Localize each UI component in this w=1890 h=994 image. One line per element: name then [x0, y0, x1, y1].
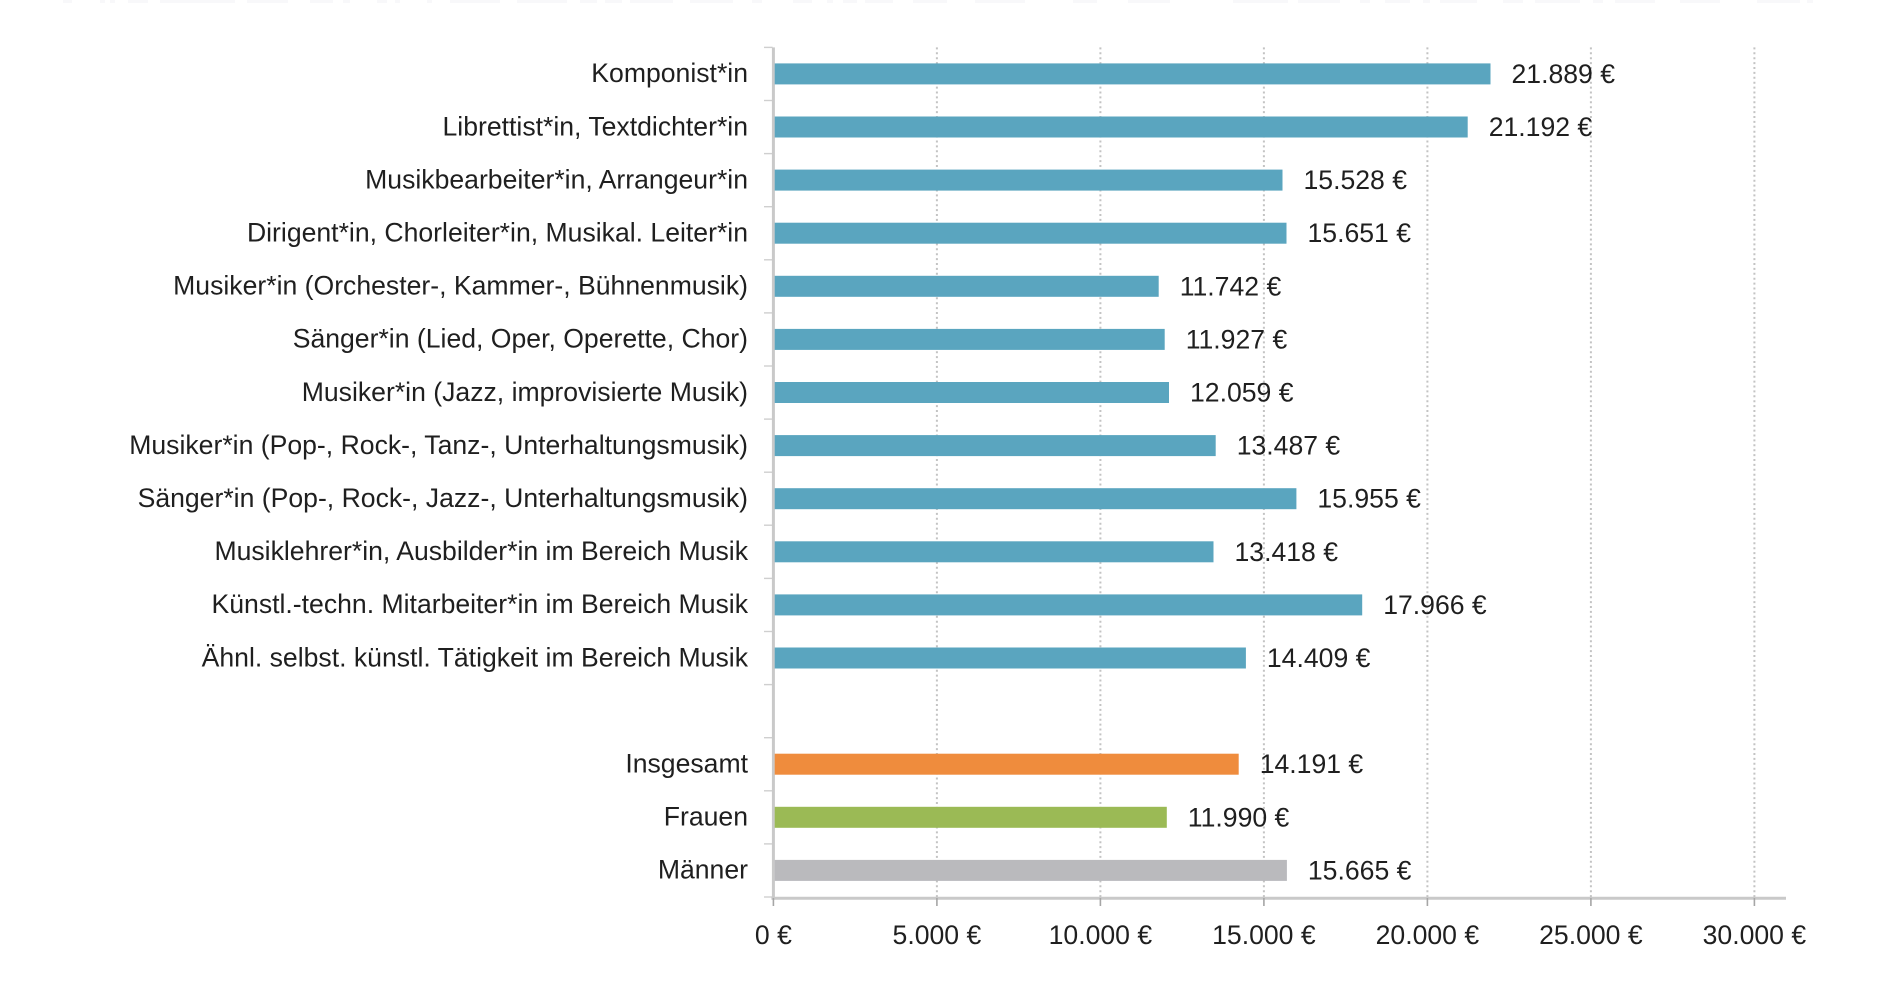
svg-text:Musiklehrer*in, Ausbilder*in i: Musiklehrer*in, Ausbilder*in im Bereich …: [214, 536, 748, 566]
svg-text:12.059 €: 12.059 €: [1190, 378, 1294, 408]
svg-text:Ähnl. selbst. künstl. Tätigkei: Ähnl. selbst. künstl. Tätigkeit im Berei…: [202, 642, 749, 672]
svg-text:Sänger*in (Pop-, Rock-, Jazz-,: Sänger*in (Pop-, Rock-, Jazz-, Unterhalt…: [138, 483, 748, 513]
svg-text:21.889 €: 21.889 €: [1512, 59, 1616, 89]
svg-text:15.955 €: 15.955 €: [1317, 484, 1421, 514]
svg-text:Komponist*in: Komponist*in: [591, 58, 748, 88]
svg-text:Musikbearbeiter*in, Arrangeur*: Musikbearbeiter*in, Arrangeur*in: [365, 164, 748, 194]
svg-text:10.000 €: 10.000 €: [1049, 920, 1153, 950]
svg-text:Librettist*in, Textdichter*in: Librettist*in, Textdichter*in: [443, 111, 749, 141]
svg-text:15.651 €: 15.651 €: [1308, 218, 1412, 248]
svg-text:Künstl.-techn. Mitarbeiter*in: Künstl.-techn. Mitarbeiter*in im Bereich…: [212, 589, 749, 619]
svg-text:17.966 €: 17.966 €: [1383, 590, 1487, 620]
svg-text:13.487 €: 13.487 €: [1237, 431, 1341, 461]
svg-text:Männer: Männer: [658, 855, 748, 885]
svg-text:0 €: 0 €: [755, 920, 792, 950]
svg-text:Musiker*in (Pop-, Rock-, Tanz-: Musiker*in (Pop-, Rock-, Tanz-, Unterhal…: [129, 430, 748, 460]
svg-text:15.000 €: 15.000 €: [1212, 920, 1316, 950]
svg-text:21.192 €: 21.192 €: [1489, 112, 1593, 142]
svg-text:5.000 €: 5.000 €: [893, 920, 982, 950]
svg-text:15.665 €: 15.665 €: [1308, 855, 1412, 885]
svg-text:30.000 €: 30.000 €: [1703, 920, 1807, 950]
svg-text:Dirigent*in, Chorleiter*in, Mu: Dirigent*in, Chorleiter*in, Musikal. Lei…: [247, 218, 748, 248]
svg-text:14.409 €: 14.409 €: [1267, 643, 1371, 673]
svg-text:25.000 €: 25.000 €: [1539, 920, 1643, 950]
svg-text:11.742 €: 11.742 €: [1180, 271, 1282, 301]
svg-text:Musiker*in (Orchester-, Kammer: Musiker*in (Orchester-, Kammer-, Bühnenm…: [173, 271, 748, 301]
svg-text:Sänger*in (Lied, Oper, Operett: Sänger*in (Lied, Oper, Operette, Chor): [293, 324, 748, 354]
svg-text:11.927 €: 11.927 €: [1186, 324, 1288, 354]
svg-text:13.418 €: 13.418 €: [1235, 537, 1339, 567]
svg-text:Insgesamt: Insgesamt: [625, 749, 748, 779]
svg-text:Musiker*in (Jazz, improvisiert: Musiker*in (Jazz, improvisierte Musik): [302, 377, 748, 407]
svg-text:Frauen: Frauen: [664, 802, 748, 832]
svg-text:20.000 €: 20.000 €: [1376, 920, 1480, 950]
svg-text:15.528 €: 15.528 €: [1304, 165, 1408, 195]
svg-text:11.990 €: 11.990 €: [1188, 802, 1290, 832]
svg-text:14.191 €: 14.191 €: [1260, 749, 1364, 779]
